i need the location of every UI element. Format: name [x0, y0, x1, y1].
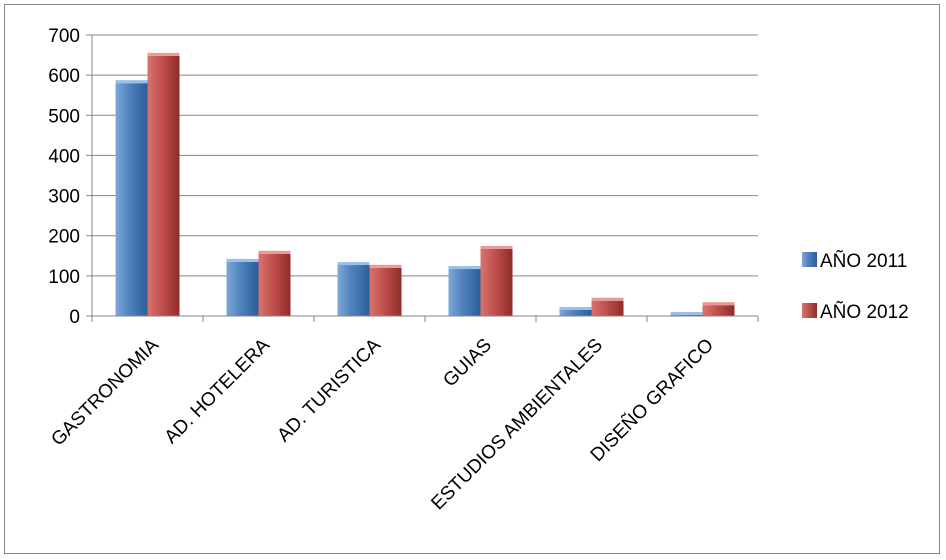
legend-swatch-2012 [802, 303, 817, 318]
y-tick-label: 100 [48, 267, 80, 288]
bar-2011 [226, 261, 259, 316]
bar-top-cap [147, 52, 180, 56]
bar-top-cap [369, 264, 402, 268]
legend-label-2012: AÑO 2012 [820, 301, 909, 323]
bar-top-cap [448, 266, 481, 270]
y-tick-label: 600 [48, 66, 80, 87]
legend: AÑO 2011 AÑO 2012 [802, 250, 909, 323]
y-tick-label: 500 [48, 106, 80, 127]
legend-swatch-2011 [802, 252, 817, 267]
gridlines [92, 34, 758, 277]
bar-2011 [448, 269, 481, 316]
bar-2012 [147, 55, 180, 316]
bar-2012 [369, 267, 402, 316]
bar-top-cap [480, 245, 513, 249]
y-tick-label: 200 [48, 227, 80, 248]
x-tick-label: AD. HOTELERA [161, 334, 275, 448]
x-tick-label: GUIAS [439, 335, 496, 392]
bar-2012 [258, 253, 291, 316]
bar-2012 [702, 305, 735, 316]
bar-2012 [480, 248, 513, 316]
x-tick-label: DISEÑO GRAFICO [586, 334, 718, 466]
bar-top-cap [670, 312, 703, 315]
axes [86, 34, 759, 322]
bar-top-cap [115, 80, 148, 84]
bar-2012 [591, 300, 624, 316]
x-tick-label: GASTRONOMIA [47, 334, 163, 450]
y-tick-labels: 0 100 200 300 400 500 600 700 [48, 26, 80, 328]
bar-2011 [337, 265, 370, 316]
x-tick-label: AD. TURISTICA [273, 334, 385, 446]
legend-label-2011: AÑO 2011 [820, 250, 907, 272]
y-tick-label: 400 [48, 146, 80, 167]
y-tick-label: 700 [48, 26, 80, 47]
bar-top-cap [591, 297, 624, 301]
bar-2011 [115, 83, 148, 317]
bar-top-cap [337, 262, 370, 266]
y-tick-label: 300 [48, 187, 80, 208]
bar-top-cap [226, 258, 259, 262]
bar-top-cap [702, 302, 735, 306]
bar-top-cap [258, 250, 291, 254]
bars [115, 52, 735, 317]
bar-2011 [559, 309, 592, 316]
y-tick-label: 0 [69, 307, 80, 328]
bar-top-cap [559, 306, 592, 310]
